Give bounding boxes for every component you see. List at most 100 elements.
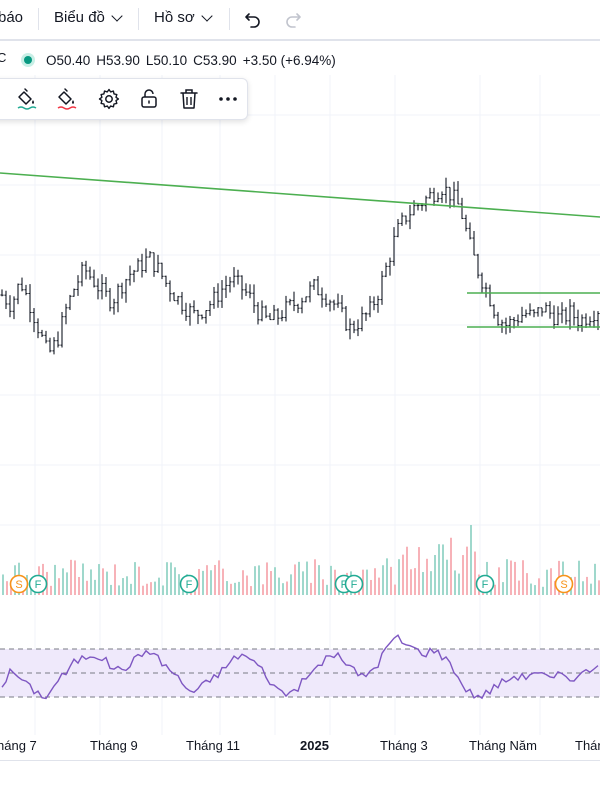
volume-bar [418,547,420,595]
ohlc-change: +3.50 (+6.94%) [242,52,336,68]
volume-bar [302,571,304,595]
volume-bar [162,585,164,595]
event-marker-financial[interactable]: F [28,574,48,594]
top-menu-bar: báo Biểu đồ Hồ sơ [0,0,600,38]
volume-bar [58,578,60,595]
volume-bar [502,582,504,595]
chart-grid [0,75,600,735]
volume-bar [198,568,200,595]
volume-series [2,525,600,595]
volume-bar [450,537,452,595]
event-marker-circle [179,574,199,594]
volume-bar [554,580,556,595]
volume-bar [154,581,156,595]
volume-bar [310,582,312,595]
volume-bar [322,579,324,595]
trash-icon[interactable] [176,86,202,112]
ohlc-legend: C O50.40 H53.90 L50.10 C53.90 +3.50 (+6.… [0,50,600,70]
volume-bar [290,574,292,595]
volume-bar [122,578,124,595]
rsi-line [1,634,599,700]
volume-bar [402,554,404,595]
event-marker-financial[interactable]: F [344,574,364,594]
volume-bar [318,565,320,595]
gear-icon[interactable] [96,86,122,112]
unlock-icon[interactable] [136,86,162,112]
volume-bar [426,558,428,595]
volume-bar [550,568,552,595]
volume-bar [170,562,172,595]
event-marker-circle [9,574,29,594]
volume-bar [422,572,424,595]
topbar-divider [0,39,600,41]
event-marker-label: S [15,579,22,591]
event-marker-label: F [186,579,193,591]
volume-bar [282,583,284,595]
volume-bar [226,581,228,595]
event-marker-label: F [341,579,348,591]
volume-bar [306,561,308,595]
volume-bar [510,560,512,595]
x-axis-tick-label: Thán [575,738,600,753]
menu-item-profile[interactable]: Hồ sơ [154,9,213,26]
event-marker-label: S [560,579,567,591]
volume-bar [6,581,8,595]
volume-bar [326,584,328,595]
volume-bar [86,580,88,595]
volume-bar [546,569,548,595]
volume-bar [222,568,224,595]
volume-bar [142,585,144,595]
volume-bar [94,579,96,595]
volume-bar [10,582,12,595]
ohlc-low: L50.10 [145,52,188,68]
paint-bucket-icon[interactable] [55,86,81,112]
event-marker-split[interactable]: S [9,574,29,594]
event-marker-financial[interactable]: F [179,574,199,594]
volume-bar [446,559,448,595]
x-axis-tick-label: Tháng 3 [380,738,428,753]
volume-bar [246,575,248,595]
menu-item-alerts[interactable]: báo [0,9,23,26]
volume-bar [266,562,268,595]
volume-bar [206,565,208,595]
undo-icon[interactable] [243,9,263,29]
volume-bar [78,576,80,595]
menu-item-chart[interactable]: Biểu đồ [54,9,123,26]
volume-bar [278,577,280,595]
volume-bar [234,582,236,595]
volume-bar [506,559,508,595]
volume-bar [118,585,120,595]
more-icon[interactable] [215,86,241,112]
menu-divider [38,8,39,30]
volume-bar [386,558,388,595]
volume-bar [458,573,460,595]
volume-bar [538,578,540,595]
event-marker-split[interactable]: S [554,574,574,594]
x-axis-tick-label: Tháng 9 [90,738,138,753]
ohlc-close: C53.90 [193,52,237,68]
x-axis-tick-label: Tháng Năm [469,738,537,753]
paint-bucket-icon[interactable] [15,86,41,112]
volume-bar [494,584,496,595]
volume-bar [126,576,128,595]
volume-bar [70,559,72,595]
volume-bar [498,567,500,595]
event-marker-financial[interactable]: F [475,574,495,594]
volume-bar [314,559,316,595]
volume-bar [586,576,588,595]
volume-bar [254,566,256,595]
volume-bar [218,560,220,595]
event-marker-circle [344,574,364,594]
redo-icon[interactable] [283,9,303,29]
volume-bar [298,561,300,595]
volume-bar [130,583,132,595]
volume-bar [178,574,180,595]
volume-bar [518,580,520,595]
event-marker-label: F [35,579,42,591]
x-axis-divider [0,760,600,761]
volume-bar [430,571,432,595]
event-marker-label: F [351,579,358,591]
volume-bar [330,565,332,595]
volume-bar [574,576,576,595]
